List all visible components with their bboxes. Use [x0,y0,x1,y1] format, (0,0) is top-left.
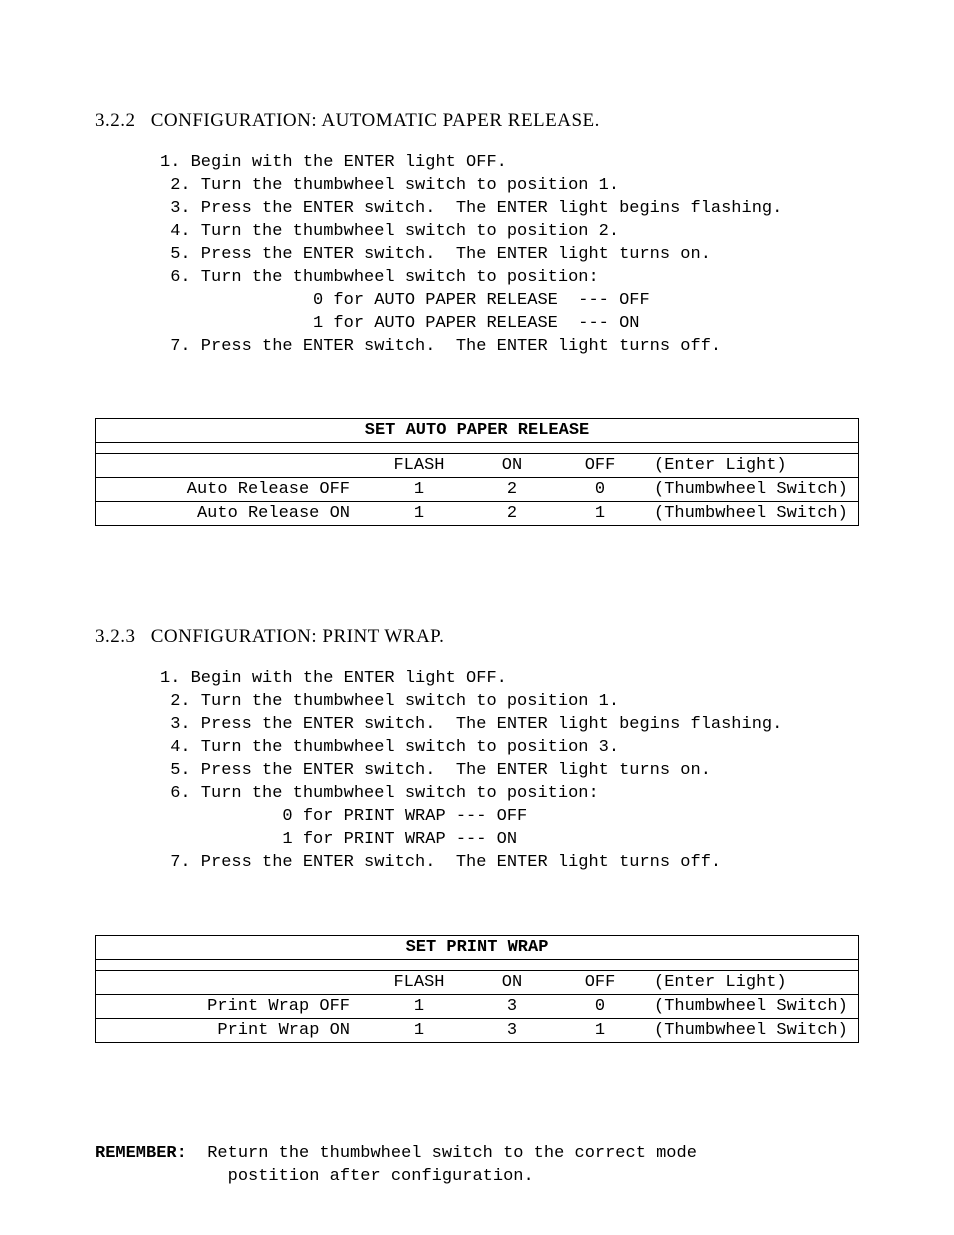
table-header-cell: ON [468,454,556,478]
table-header-cell: FLASH [370,970,468,994]
step-line: 4. Turn the thumbwheel switch to positio… [160,738,619,757]
step-line: 4. Turn the thumbwheel switch to positio… [160,222,619,241]
table-header-cell: FLASH [370,454,468,478]
section-323-number: 3.2.3 [95,626,136,647]
step-line: 1. Begin with the ENTER light OFF. [160,669,507,688]
section-322-title: CONFIGURATION: AUTOMATIC PAPER RELEASE. [151,110,600,131]
section-323-steps: 1. Begin with the ENTER light OFF. 2. Tu… [160,668,859,874]
table-cell: Auto Release OFF [96,478,371,502]
step-line: 1 for PRINT WRAP --- ON [160,830,517,849]
step-line: 5. Press the ENTER switch. The ENTER lig… [160,245,711,264]
table-cell: 0 [556,478,644,502]
table-title: SET AUTO PAPER RELEASE [96,419,859,443]
table-cell: 2 [468,502,556,526]
table-title-row: SET PRINT WRAP [96,935,859,959]
table-header-row: FLASH ON OFF (Enter Light) [96,454,859,478]
step-line: 2. Turn the thumbwheel switch to positio… [160,692,619,711]
remember-text-line2: postition after configuration. [95,1167,534,1186]
table-cell: 1 [370,1018,468,1042]
table-blank-row [96,959,859,970]
table-cell: (Thumbwheel Switch) [644,1018,859,1042]
table-cell: 1 [556,502,644,526]
table-cell: (Thumbwheel Switch) [644,502,859,526]
table-cell: Print Wrap ON [96,1018,371,1042]
step-line: 7. Press the ENTER switch. The ENTER lig… [160,853,721,872]
step-line: 5. Press the ENTER switch. The ENTER lig… [160,761,711,780]
section-323-title: CONFIGURATION: PRINT WRAP. [151,626,445,647]
table-cell: 0 [556,994,644,1018]
table-row: Auto Release ON 1 2 1 (Thumbwheel Switch… [96,502,859,526]
section-323-heading: 3.2.3 CONFIGURATION: PRINT WRAP. [95,626,859,648]
table-cell: 3 [468,1018,556,1042]
step-line: 2. Turn the thumbwheel switch to positio… [160,176,619,195]
table-blank-row [96,443,859,454]
table-header-row: FLASH ON OFF (Enter Light) [96,970,859,994]
table-cell: 1 [370,994,468,1018]
step-line: 6. Turn the thumbwheel switch to positio… [160,784,599,803]
document-page: 3.2.2 CONFIGURATION: AUTOMATIC PAPER REL… [0,0,954,1235]
table-cell: 1 [556,1018,644,1042]
step-line: 0 for PRINT WRAP --- OFF [160,807,527,826]
section-322-number: 3.2.2 [95,110,136,131]
table-cell: 2 [468,478,556,502]
table-row: Print Wrap ON 1 3 1 (Thumbwheel Switch) [96,1018,859,1042]
table-title: SET PRINT WRAP [96,935,859,959]
table-cell: 1 [370,502,468,526]
step-line: 7. Press the ENTER switch. The ENTER lig… [160,337,721,356]
table-cell: (Thumbwheel Switch) [644,478,859,502]
step-line: 6. Turn the thumbwheel switch to positio… [160,268,599,287]
table-row: Auto Release OFF 1 2 0 (Thumbwheel Switc… [96,478,859,502]
section-322-heading: 3.2.2 CONFIGURATION: AUTOMATIC PAPER REL… [95,110,859,132]
step-line: 3. Press the ENTER switch. The ENTER lig… [160,715,782,734]
table-cell: Auto Release ON [96,502,371,526]
table-header-cell [96,970,371,994]
table-header-cell: (Enter Light) [644,970,859,994]
table-title-row: SET AUTO PAPER RELEASE [96,419,859,443]
step-line: 1 for AUTO PAPER RELEASE --- ON [160,314,639,333]
table-header-cell: (Enter Light) [644,454,859,478]
auto-paper-release-table: SET AUTO PAPER RELEASE FLASH ON OFF (Ent… [95,418,859,526]
table-header-cell [96,454,371,478]
table-header-cell: OFF [556,970,644,994]
table-cell: 1 [370,478,468,502]
print-wrap-table: SET PRINT WRAP FLASH ON OFF (Enter Light… [95,935,859,1043]
step-line: 1. Begin with the ENTER light OFF. [160,153,507,172]
remember-text-line1: Return the thumbwheel switch to the corr… [187,1144,697,1163]
step-line: 0 for AUTO PAPER RELEASE --- OFF [160,291,650,310]
step-line: 3. Press the ENTER switch. The ENTER lig… [160,199,782,218]
section-322-steps: 1. Begin with the ENTER light OFF. 2. Tu… [160,152,859,358]
table-cell: 3 [468,994,556,1018]
table-row: Print Wrap OFF 1 3 0 (Thumbwheel Switch) [96,994,859,1018]
remember-label: REMEMBER: [95,1144,187,1163]
table-cell: (Thumbwheel Switch) [644,994,859,1018]
table-header-cell: OFF [556,454,644,478]
table-header-cell: ON [468,970,556,994]
remember-note: REMEMBER: Return the thumbwheel switch t… [95,1143,859,1189]
table-cell: Print Wrap OFF [96,994,371,1018]
